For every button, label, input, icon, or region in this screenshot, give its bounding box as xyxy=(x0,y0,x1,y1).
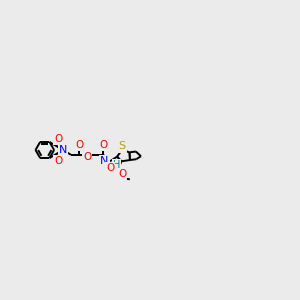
Text: S: S xyxy=(118,141,126,152)
Text: O: O xyxy=(75,140,83,150)
Text: O: O xyxy=(106,163,114,173)
Text: H: H xyxy=(112,160,120,170)
Text: O: O xyxy=(55,156,63,167)
Text: N: N xyxy=(100,156,109,167)
Text: O: O xyxy=(83,152,91,163)
Text: O: O xyxy=(55,134,63,144)
Text: O: O xyxy=(118,169,126,179)
Text: N: N xyxy=(59,145,67,155)
Text: O: O xyxy=(99,140,107,150)
